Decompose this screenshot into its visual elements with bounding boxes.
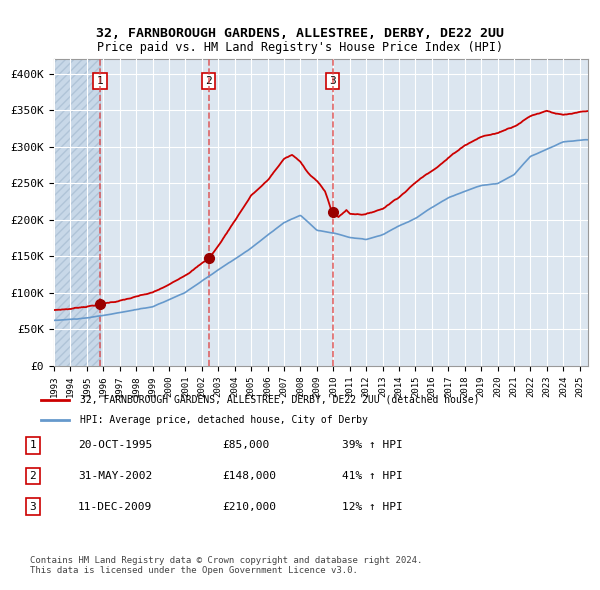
Text: Contains HM Land Registry data © Crown copyright and database right 2024.
This d: Contains HM Land Registry data © Crown c…: [30, 556, 422, 575]
Text: 1: 1: [29, 441, 37, 450]
Text: Price paid vs. HM Land Registry's House Price Index (HPI): Price paid vs. HM Land Registry's House …: [97, 41, 503, 54]
Text: £85,000: £85,000: [222, 441, 269, 450]
Text: HPI: Average price, detached house, City of Derby: HPI: Average price, detached house, City…: [80, 415, 368, 425]
Text: 32, FARNBOROUGH GARDENS, ALLESTREE, DERBY, DE22 2UU: 32, FARNBOROUGH GARDENS, ALLESTREE, DERB…: [96, 27, 504, 40]
Text: 20-OCT-1995: 20-OCT-1995: [78, 441, 152, 450]
Text: 3: 3: [29, 502, 37, 512]
Text: 1: 1: [97, 76, 103, 86]
Text: 32, FARNBOROUGH GARDENS, ALLESTREE, DERBY, DE22 2UU (detached house): 32, FARNBOROUGH GARDENS, ALLESTREE, DERB…: [80, 395, 479, 405]
Text: 41% ↑ HPI: 41% ↑ HPI: [342, 471, 403, 481]
Text: 39% ↑ HPI: 39% ↑ HPI: [342, 441, 403, 450]
Text: 2: 2: [205, 76, 212, 86]
Text: 2: 2: [29, 471, 37, 481]
Text: 3: 3: [329, 76, 336, 86]
Text: 12% ↑ HPI: 12% ↑ HPI: [342, 502, 403, 512]
Text: 11-DEC-2009: 11-DEC-2009: [78, 502, 152, 512]
Text: 31-MAY-2002: 31-MAY-2002: [78, 471, 152, 481]
Text: £148,000: £148,000: [222, 471, 276, 481]
Text: £210,000: £210,000: [222, 502, 276, 512]
